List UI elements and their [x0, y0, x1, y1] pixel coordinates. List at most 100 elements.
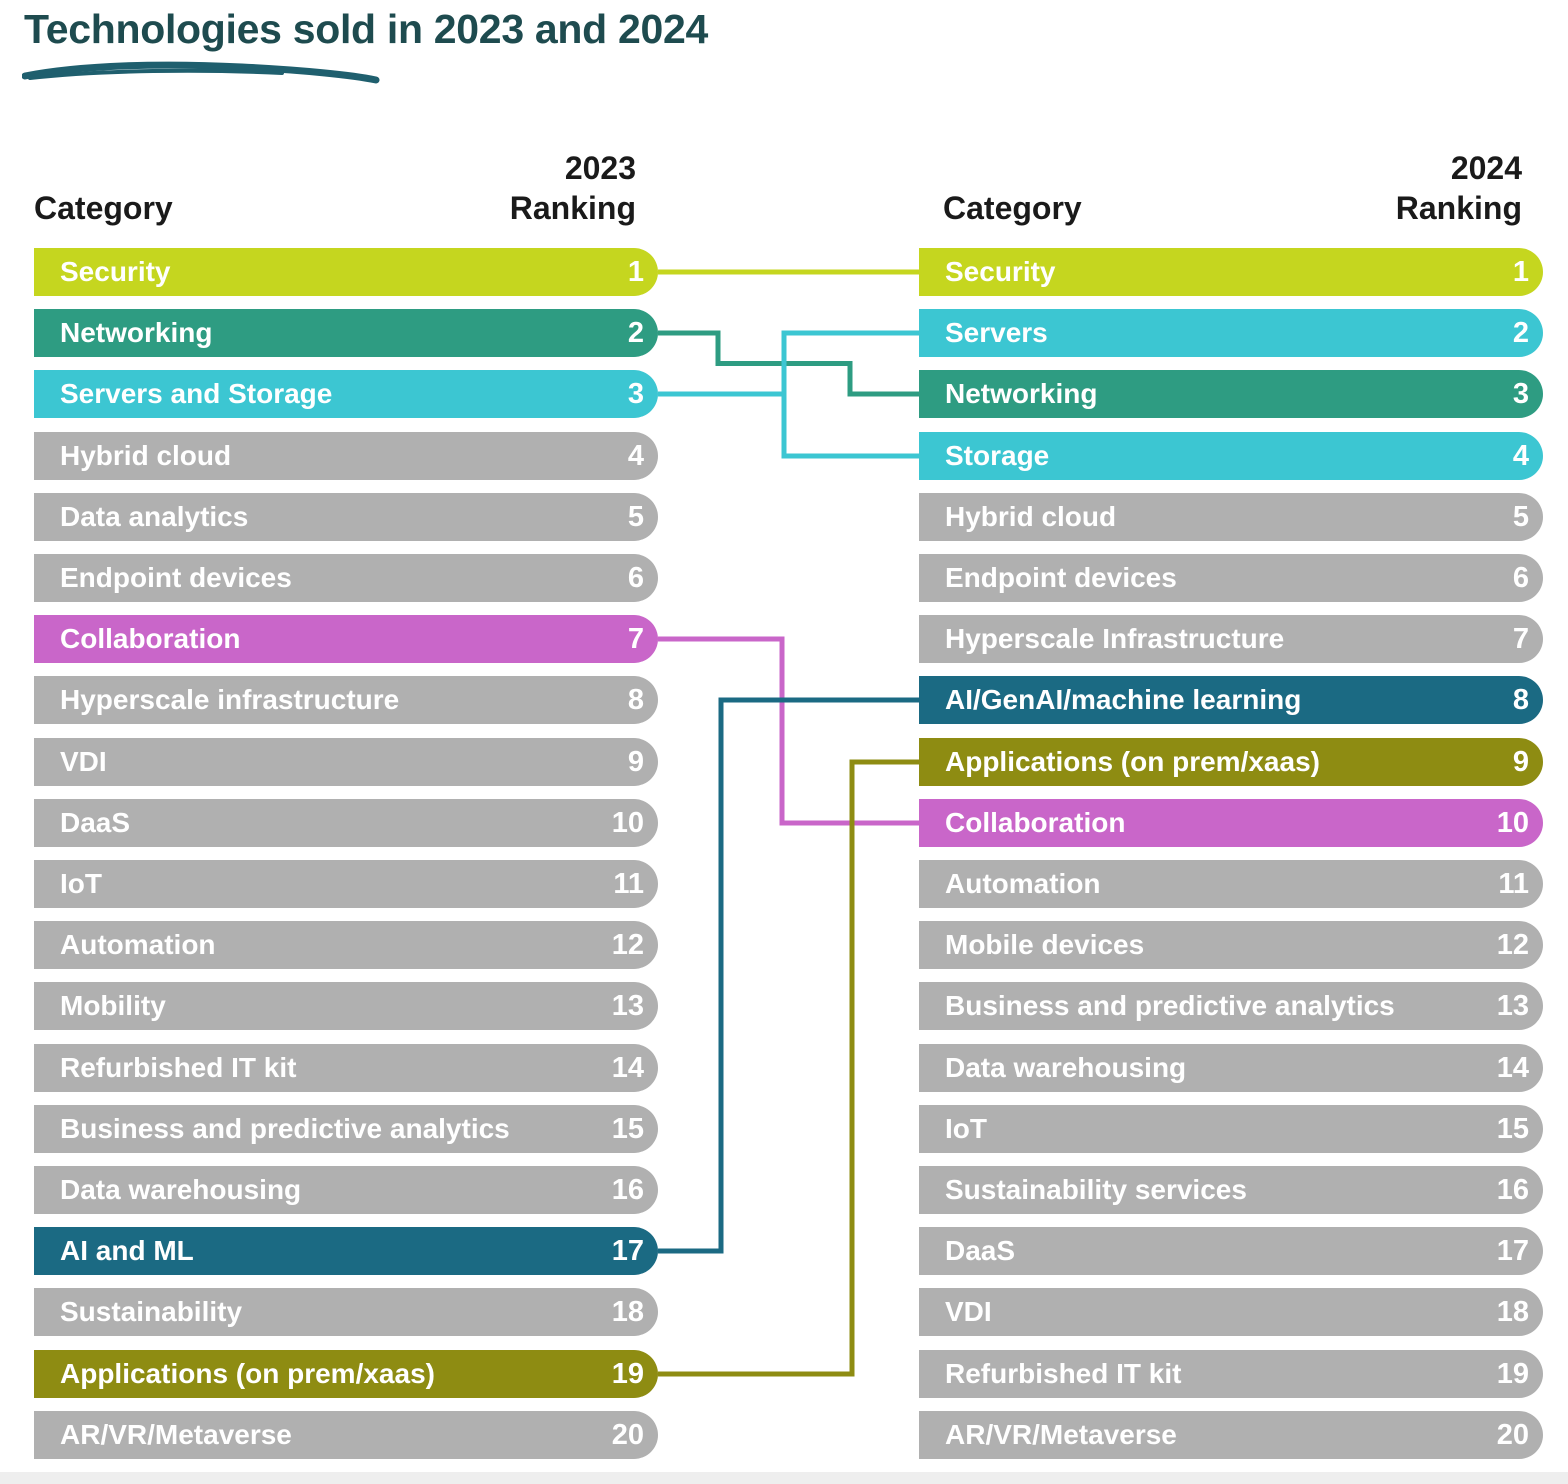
ranking-2023-row: Data warehousing 16	[34, 1166, 658, 1214]
ranking-2023-category-label: Business and predictive analytics	[60, 1113, 510, 1144]
ranking-2024-category-label: Collaboration	[945, 807, 1126, 838]
ranking-2023-row: Networking 2	[34, 309, 658, 357]
ranking-2024-category-label: IoT	[945, 1113, 987, 1144]
ranking-2023-category-label: Hybrid cloud	[60, 440, 232, 471]
ranking-2023-rank-value: 2	[627, 316, 644, 349]
ranking-2023-category-label: Applications (on prem/xaas)	[60, 1358, 435, 1389]
ranking-2024-row: Sustainability services 16	[919, 1166, 1543, 1214]
ranking-2024-row: Hybrid cloud 5	[919, 493, 1543, 541]
ranking-2023-category-label: Endpoint devices	[60, 562, 292, 593]
ranking-2023-rank-value: 10	[611, 806, 644, 839]
ranking-2024-category-label: VDI	[945, 1296, 992, 1327]
ranking-2023-category-label: AR/VR/Metaverse	[60, 1419, 292, 1450]
ranking-2024-category-label: Applications (on prem/xaas)	[945, 746, 1320, 777]
ranking-2023-rank-value: 7	[627, 622, 644, 655]
ranking-2023-category-label: Refurbished IT kit	[60, 1052, 297, 1083]
ranking-2024-category-label: DaaS	[945, 1235, 1016, 1266]
ranking-2024-row: Storage 4	[919, 432, 1543, 480]
ranking-2024-rank-value: 18	[1496, 1295, 1529, 1328]
ranking-2024-rank-value: 15	[1496, 1112, 1529, 1145]
ranking-2023-row: AI and ML 17	[34, 1227, 658, 1275]
ranking-2024-row: IoT 15	[919, 1105, 1543, 1153]
ranking-2024-category-label: Refurbished IT kit	[945, 1358, 1182, 1389]
page-title: Technologies sold in 2023 and 2024	[24, 6, 708, 52]
left-category-header: Category	[34, 190, 173, 226]
ranking-2024-rank-value: 3	[1512, 377, 1529, 410]
ranking-2023-rank-value: 4	[627, 439, 644, 472]
ranking-2024-row: Collaboration 10	[919, 799, 1543, 847]
ranking-2023-rank-value: 18	[611, 1295, 644, 1328]
ranking-2024-row: Networking 3	[919, 370, 1543, 418]
ranking-2023-category-label: Data analytics	[60, 501, 249, 532]
ranking-2024-row: Hyperscale Infrastructure 7	[919, 615, 1543, 663]
ranking-2024-row: AI/GenAI/machine learning 8	[919, 676, 1543, 724]
ranking-2024-category-label: Hyperscale Infrastructure	[945, 623, 1285, 654]
ranking-2024-rank-value: 1	[1512, 255, 1529, 288]
ranking-2023-row: Hybrid cloud 4	[34, 432, 658, 480]
ranking-2023-row: Servers and Storage 3	[34, 370, 658, 418]
ranking-2023-category-label: DaaS	[60, 807, 131, 838]
ranking-2024-category-label: Business and predictive analytics	[945, 990, 1395, 1021]
ranking-2023-category-label: Hyperscale infrastructure	[60, 684, 400, 715]
ranking-2023-row: Business and predictive analytics 15	[34, 1105, 658, 1153]
ranking-2023-category-label: Security	[60, 256, 171, 287]
ranking-2024-row: Business and predictive analytics 13	[919, 982, 1543, 1030]
ranking-2023-category-label: Servers and Storage	[60, 378, 333, 409]
ranking-2023-row: Collaboration 7	[34, 615, 658, 663]
left-ranking-header: Ranking	[509, 190, 636, 226]
ranking-2023-category-label: Automation	[60, 929, 216, 960]
ranking-2024-category-label: Mobile devices	[945, 929, 1145, 960]
ranking-2024-category-label: Networking	[945, 378, 1098, 409]
ranking-2023-category-label: IoT	[60, 868, 102, 899]
ranking-2024-rank-value: 5	[1512, 500, 1529, 533]
ranking-2023-rank-value: 15	[611, 1112, 644, 1145]
ranking-2023-rank-value: 9	[627, 745, 644, 778]
ranking-2024-rank-value: 2	[1512, 316, 1529, 349]
ranking-2024-row: Applications (on prem/xaas) 9	[919, 738, 1543, 786]
ranking-2023-category-label: Mobility	[60, 990, 166, 1021]
ranking-2023-row: Mobility 13	[34, 982, 658, 1030]
ranking-2023-row: DaaS 10	[34, 799, 658, 847]
ranking-2023-rank-value: 17	[611, 1234, 644, 1267]
ranking-2023-rank-value: 19	[611, 1357, 644, 1390]
connector-17-to-8	[658, 697, 919, 1254]
ranking-2023-row: Endpoint devices 6	[34, 554, 658, 602]
ranking-2023-category-label: Networking	[60, 317, 213, 348]
ranking-2024-rank-value: 6	[1512, 561, 1529, 594]
ranking-2024-row: Servers 2	[919, 309, 1543, 357]
ranking-2023-row: Data analytics 5	[34, 493, 658, 541]
ranking-2024-row: Refurbished IT kit 19	[919, 1350, 1543, 1398]
ranking-2024-rank-value: 8	[1512, 683, 1529, 716]
connector-2-to-3	[658, 330, 919, 397]
ranking-2023-row: IoT 11	[34, 860, 658, 908]
ranking-2024-category-label: Hybrid cloud	[945, 501, 1117, 532]
ranking-2024-rank-value: 17	[1496, 1234, 1529, 1267]
right-category-header: Category	[943, 190, 1082, 226]
connector-19-to-9	[658, 759, 919, 1377]
ranking-2024-rank-value: 9	[1512, 745, 1529, 778]
ranking-2024-rank-value: 19	[1496, 1357, 1529, 1390]
ranking-2023-category-label: Collaboration	[60, 623, 241, 654]
right-ranking-header: Ranking	[1395, 190, 1522, 226]
ranking-2023-category-label: VDI	[60, 746, 107, 777]
ranking-2024-category-label: Security	[945, 256, 1056, 287]
ranking-2024-rank-value: 16	[1496, 1173, 1529, 1206]
ranking-2024-row: Data warehousing 14	[919, 1044, 1543, 1092]
title-underline	[22, 61, 380, 84]
ranking-2023-category-label: AI and ML	[60, 1235, 194, 1266]
ranking-2023-rank-value: 14	[611, 1051, 644, 1084]
ranking-2024-rank-value: 10	[1496, 806, 1529, 839]
ranking-2024-rank-value: 11	[1498, 867, 1529, 900]
ranking-2024-rank-value: 7	[1512, 622, 1529, 655]
ranking-2023-rank-value: 11	[613, 867, 644, 900]
ranking-2024-row: Automation 11	[919, 860, 1543, 908]
ranking-2023-category-label: Data warehousing	[60, 1174, 302, 1205]
ranking-2024-category-label: Sustainability services	[945, 1174, 1247, 1205]
connector-7-to-10	[658, 636, 919, 826]
ranking-2024-category-label: Servers	[945, 317, 1048, 348]
ranking-2024-rank-value: 4	[1512, 439, 1529, 472]
ranking-2023-row: Automation 12	[34, 921, 658, 969]
ranking-2023-row: Hyperscale infrastructure 8	[34, 676, 658, 724]
ranking-2024-row: Security 1	[919, 248, 1543, 296]
